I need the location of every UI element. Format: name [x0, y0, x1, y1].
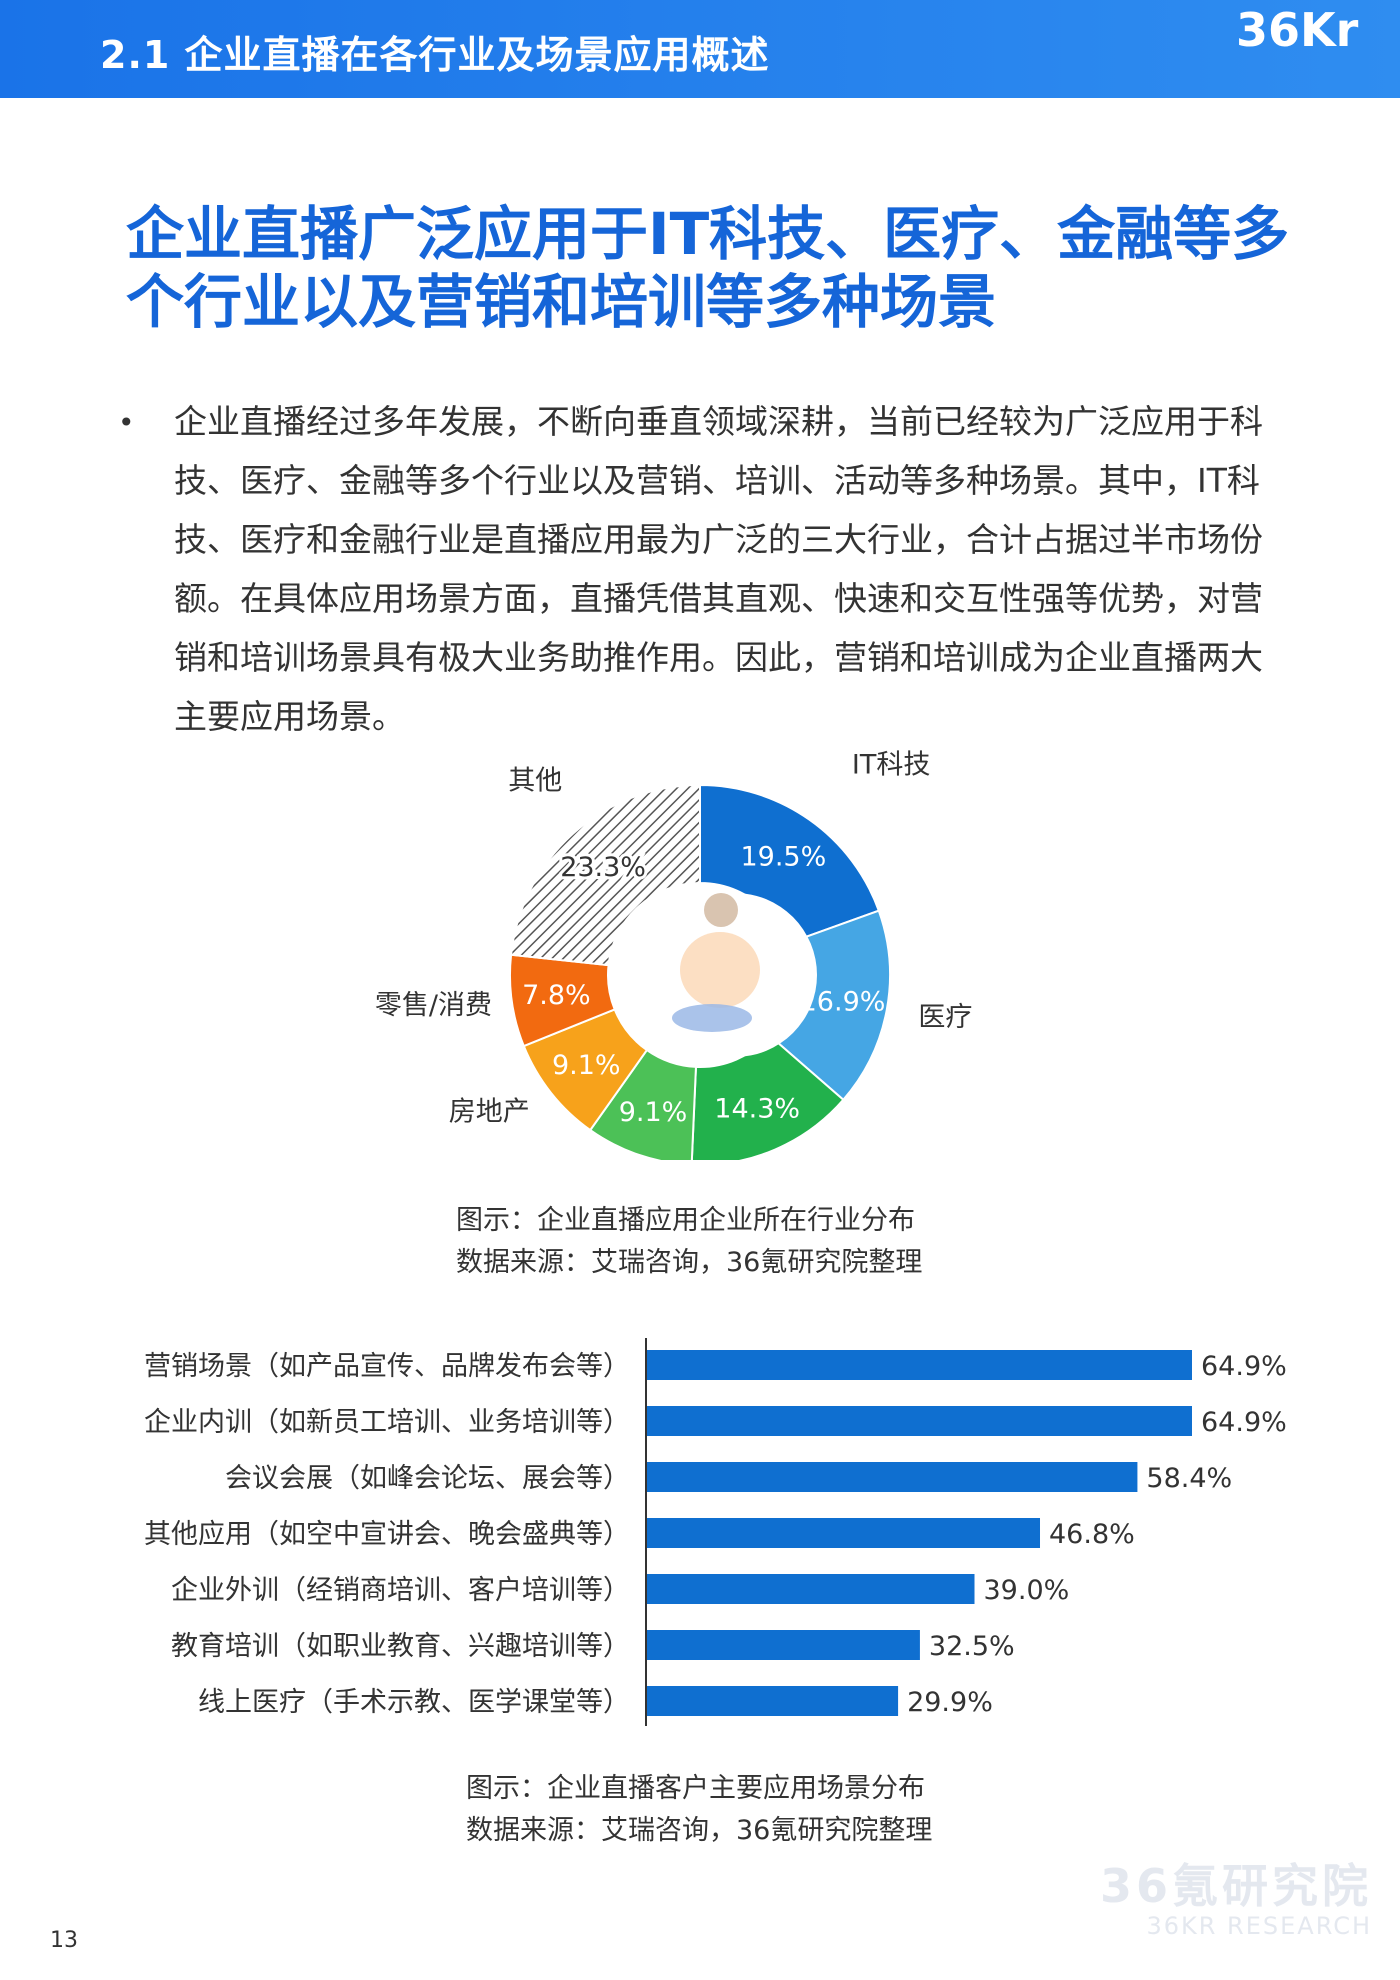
body-line: 企业直播经过多年发展，不断向垂直领域深耕，当前已经较为广泛应用于科: [174, 402, 1263, 441]
bar-category-label-5: 教育培训（如职业教育、兴趣培训等）: [171, 1631, 630, 1662]
donut-category-label-medical: 医疗: [918, 1002, 972, 1033]
bar-5: [647, 1630, 920, 1660]
bar-category-label-6: 线上医疗（手术示教、医学课堂等）: [198, 1687, 630, 1718]
page-number: 13: [50, 1928, 78, 1953]
bar-caption-title: 图示：企业直播客户主要应用场景分布: [466, 1773, 925, 1804]
bar-category-label-3: 其他应用（如空中宣讲会、晚会盛典等）: [144, 1519, 630, 1550]
bar-1: [647, 1406, 1192, 1436]
donut-value-label-finance: 14.3%: [714, 1093, 800, 1124]
donut-category-label-realestate: 房地产: [449, 1097, 530, 1128]
donut-category-label-other: 其他: [508, 765, 562, 796]
bar-caption-source: 数据来源：艾瑞咨询，36氪研究院整理: [466, 1815, 933, 1846]
donut-slice-it: [699, 783, 881, 946]
bar-category-label-1: 企业内训（如新员工培训、业务培训等）: [144, 1407, 630, 1438]
industry-donut-chart: 19.5%IT科技16.9%医疗14.3%金融9.1%央企/国企9.1%房地产7…: [375, 750, 972, 1160]
bar-value-label-1: 64.9%: [1201, 1407, 1287, 1438]
watermark-sub: 36KR RESEARCH: [1146, 1912, 1372, 1940]
donut-value-label-retail: 7.8%: [522, 980, 591, 1011]
bar-value-label-3: 46.8%: [1049, 1519, 1135, 1550]
donut-caption: 图示：企业直播应用企业所在行业分布 数据来源：艾瑞咨询，36氪研究院整理: [456, 1200, 1400, 1284]
bar-value-label-6: 29.9%: [907, 1687, 993, 1718]
donut-value-label-other: 23.3%: [560, 852, 646, 883]
donut-category-label-it: IT科技: [852, 750, 930, 781]
donut-slice-other: [509, 783, 701, 967]
body-line: 主要应用场景。: [174, 697, 405, 736]
bar-6: [647, 1686, 899, 1716]
headline-line-2: 个行业以及营销和培训等多种场景: [126, 268, 997, 336]
brand-logo: 36Kr: [1236, 3, 1359, 57]
bar-category-label-2: 会议会展（如峰会论坛、展会等）: [225, 1463, 630, 1494]
bar-2: [647, 1462, 1138, 1492]
donut-caption-source: 数据来源：艾瑞咨询，36氪研究院整理: [456, 1247, 923, 1278]
bullet-text: 企业直播经过多年发展，不断向垂直领域深耕，当前已经较为广泛应用于科 技、医疗、金…: [174, 392, 1394, 746]
bar-value-label-0: 64.9%: [1201, 1351, 1287, 1382]
donut-caption-title: 图示：企业直播应用企业所在行业分布: [456, 1205, 915, 1236]
brand-logo-text: 36Kr: [1236, 3, 1359, 57]
watermark: 36氪研究院 36KR RESEARCH: [1100, 1860, 1372, 1940]
bar-0: [647, 1350, 1192, 1380]
center-illustration: [653, 893, 817, 1057]
headline-line-1: 企业直播广泛应用于IT科技、医疗、金融等多: [126, 200, 1290, 268]
body-line: 技、医疗和金融行业是直播应用最为广泛的三大行业，合计占据过半市场份: [174, 520, 1263, 559]
bar-category-label-4: 企业外训（经销商培训、客户培训等）: [171, 1575, 630, 1606]
bar-caption: 图示：企业直播客户主要应用场景分布 数据来源：艾瑞咨询，36氪研究院整理: [466, 1768, 1400, 1852]
page-headline: 企业直播广泛应用于IT科技、医疗、金融等多 个行业以及营销和培训等多种场景: [126, 200, 1306, 336]
header-bar: 2.1 企业直播在各行业及场景应用概述 36Kr: [0, 0, 1400, 98]
bar-category-label-0: 营销场景（如产品宣传、品牌发布会等）: [144, 1351, 630, 1382]
watermark-main: 36氪研究院: [1099, 1859, 1372, 1913]
bar-3: [647, 1518, 1041, 1548]
donut-category-label-retail: 零售/消费: [375, 990, 492, 1021]
scenario-bar-chart: 64.9% 营销场景（如产品宣传、品牌发布会等） 64.9% 企业内训（如新员工培训、…: [144, 1338, 1287, 1726]
bar-value-label-2: 58.4%: [1146, 1463, 1232, 1494]
body-line: 技、医疗、金融等多个行业以及营销、培训、活动等多种场景。其中，IT科: [174, 461, 1260, 500]
body-line: 额。在具体应用场景方面，直播凭借其直观、快速和交互性强等优势，对营: [174, 579, 1263, 618]
section-title: 2.1 企业直播在各行业及场景应用概述: [100, 33, 770, 77]
bullet-marker: •: [118, 406, 135, 439]
body-line: 销和培训场景具有极大业务助推作用。因此，营销和培训成为企业直播两大: [174, 638, 1263, 677]
donut-value-label-medical: 16.9%: [800, 987, 886, 1018]
donut-value-label-realestate: 9.1%: [552, 1050, 621, 1081]
bar-4: [647, 1574, 975, 1604]
donut-value-label-it: 19.5%: [740, 841, 826, 872]
donut-value-label-soe: 9.1%: [619, 1097, 688, 1128]
bar-value-label-5: 32.5%: [929, 1631, 1015, 1662]
bar-value-label-4: 39.0%: [984, 1575, 1070, 1606]
